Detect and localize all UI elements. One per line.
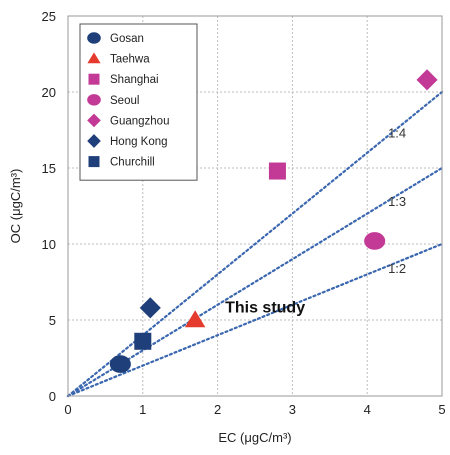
data-point-gosan — [109, 355, 131, 373]
legend-label: Gosan — [110, 33, 144, 45]
x-tick-label: 2 — [214, 402, 221, 417]
ratio-line-1-4 — [66, 90, 444, 398]
x-tick-label: 0 — [64, 402, 71, 417]
ratio-label: 1:3 — [388, 194, 406, 209]
legend-marker — [88, 156, 100, 168]
y-tick-label: 15 — [42, 161, 56, 176]
legend-label: Shanghai — [110, 74, 159, 86]
axis-ticks: 0 1 2 3 4 5 0 5 10 15 20 25 — [42, 9, 446, 417]
data-point-hong-kong — [139, 297, 161, 319]
data-point-seoul — [364, 232, 386, 250]
y-axis-title: OC (μgC/m³) — [8, 169, 23, 244]
plot-frame — [67, 15, 443, 397]
annotation-this-study: This study — [225, 299, 305, 316]
legend-marker — [87, 94, 101, 106]
data-point-churchill — [134, 332, 152, 350]
legend-label: Hong Kong — [110, 136, 168, 148]
x-tick-label: 3 — [289, 402, 296, 417]
annotations: This study — [225, 299, 305, 316]
data-point-taehwa — [184, 310, 206, 328]
legend-label: Taehwa — [110, 54, 150, 66]
ratio-reference-lines: 1:4 1:3 1:2 — [66, 90, 444, 398]
y-tick-label: 25 — [42, 9, 56, 24]
y-tick-label: 20 — [42, 85, 56, 100]
data-points — [109, 69, 438, 373]
y-tick-label: 5 — [49, 313, 56, 328]
x-axis-title: EC (μgC/m³) — [218, 430, 291, 445]
legend-marker — [87, 52, 101, 64]
legend-label: Guangzhou — [110, 115, 169, 127]
data-point-shanghai — [268, 162, 286, 180]
legend-label: Seoul — [110, 95, 139, 107]
x-tick-label: 5 — [438, 402, 445, 417]
y-tick-label: 10 — [42, 237, 56, 252]
ratio-label: 1:2 — [388, 261, 406, 276]
legend-marker — [87, 134, 101, 148]
legend-marker — [87, 113, 101, 128]
data-point-guangzhou — [416, 69, 438, 91]
ratio-line-1-3 — [66, 166, 444, 398]
y-tick-label: 0 — [49, 389, 56, 404]
ratio-label: 1:4 — [388, 126, 406, 141]
legend-label: Churchill — [110, 157, 155, 169]
legend-marker — [88, 73, 100, 85]
ratio-line-1-2 — [66, 242, 444, 398]
legend-marker — [87, 32, 101, 44]
x-tick-label: 1 — [139, 402, 146, 417]
legend: Gosan Taehwa Shanghai Seoul Guangzhou Hong Ko… — [79, 23, 198, 181]
x-tick-label: 4 — [364, 402, 371, 417]
